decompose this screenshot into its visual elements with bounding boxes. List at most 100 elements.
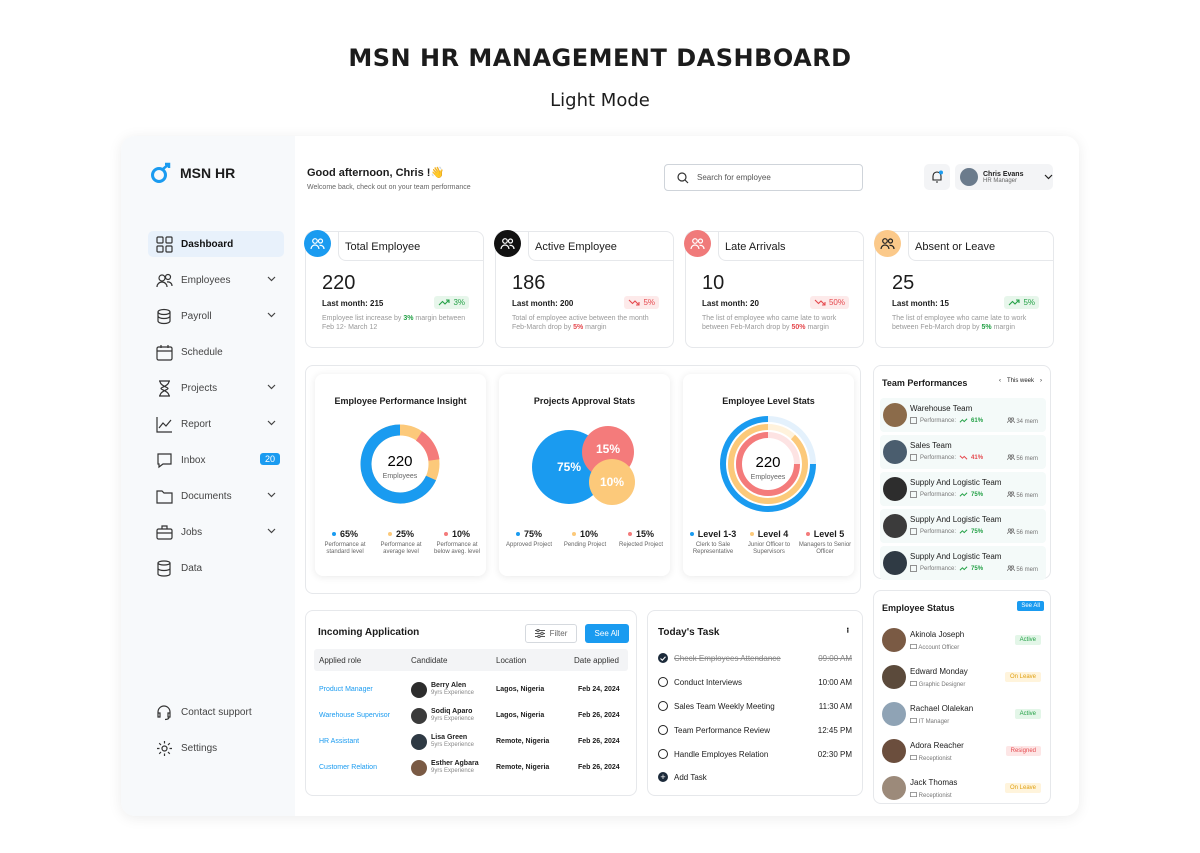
legend-item: 15% Rejected Project [618,529,664,548]
chevron-left-icon[interactable]: ‹ [998,378,1001,384]
candidate-experience: 9yrs Experience [431,768,475,774]
column-header[interactable]: Date applied [574,656,619,665]
candidate-name: Esther Agbara [431,760,479,767]
sidebar-item-schedule[interactable]: Schedule [148,339,284,365]
sidebar-item-report[interactable]: Report [148,411,284,437]
employee-role: Graphic Designer [910,680,965,688]
employee-row[interactable]: Adora Reacher Receptionist Resigned [880,734,1046,768]
sidebar-item-inbox[interactable]: Inbox 20 [148,447,284,473]
table-row[interactable]: Customer Relation Esther Agbara 9yrs Exper… [314,755,628,781]
chevron-right-icon[interactable]: › [1040,378,1042,384]
filter-button[interactable]: Filter [525,624,577,643]
stat-card-active-employee[interactable]: Active Employee 186 Last month: 200 5% Total… [494,230,674,348]
chart-icon [910,417,917,424]
employee-role: Receptionist [910,754,952,762]
sidebar-item-jobs[interactable]: Jobs [148,519,284,545]
table-row[interactable]: Product Manager Berry Alen 9yrs Experience… [314,677,628,703]
task-checkbox[interactable] [658,653,668,663]
legend-item: Level 4 Junior Officer to Supervisors [747,529,791,556]
team-row[interactable]: Supply And Logistic Team Performance: 75% … [880,472,1046,506]
sidebar-item-payroll[interactable]: Payroll [148,303,284,329]
team-row[interactable]: Supply And Logistic Team Performance: 75% … [880,546,1046,580]
legend-dot [805,532,810,536]
app-logo[interactable]: MSN HR [150,162,235,184]
chevron-down-icon[interactable] [267,490,276,501]
chart-icon [910,565,917,572]
stat-card-absent-or-leave[interactable]: Absent or Leave 25 Last month: 15 5% The lis… [874,230,1054,348]
chevron-down-icon[interactable] [267,418,276,429]
task-checkbox[interactable] [658,749,668,759]
status-badge: Resigned [1005,746,1041,756]
legend-item: Level 5 Managers to Senior Officer [798,529,852,556]
task-checkbox[interactable] [658,725,668,735]
sidebar-item-settings[interactable]: Settings [148,735,284,761]
applied-role-link[interactable]: Customer Relation [319,764,377,771]
team-performance-panel: Team Performances ‹ This week › Warehous… [873,365,1051,580]
grid-icon [155,235,173,253]
sidebar-item-projects[interactable]: Projects [148,375,284,401]
sidebar-item-contact-support[interactable]: Contact support [148,699,284,725]
chevron-down-icon[interactable] [267,310,276,321]
sidebar-item-label: Settings [181,742,218,754]
team-row[interactable]: Sales Team Performance: 41% 56 mem [880,435,1046,469]
sidebar-item-label: Contact support [181,706,252,718]
sidebar-item-employees[interactable]: Employees [148,267,284,293]
table-row[interactable]: Warehouse Supervisor Sodiq Aparo 9yrs Expe… [314,703,628,729]
employee-row[interactable]: Rachael Olalekan IT Manager Active [880,697,1046,731]
applied-role-link[interactable]: Warehouse Supervisor [319,712,390,719]
employee-status-see-all-button[interactable]: See All [1017,601,1044,611]
employee-name: Rachael Olalekan [910,704,974,713]
stat-card-late-arrivals[interactable]: Late Arrivals 10 Last month: 20 50% The list… [684,230,864,348]
trend-down-icon [959,455,968,460]
chevron-down-icon[interactable] [267,274,276,285]
period-selector[interactable]: ‹ This week › [999,378,1042,384]
employee-row[interactable]: Akinola Joseph Account Officer Active [880,623,1046,657]
folder-icon [155,487,173,505]
team-row[interactable]: Warehouse Team Performance: 61% 34 mem [880,398,1046,432]
add-task-button[interactable]: + Add Task [658,768,852,786]
more-options-icon[interactable]: ... [844,627,855,633]
applications-see-all-button[interactable]: See All [585,624,629,643]
projects-bubble-chart: 75% 15% 10% [532,426,635,505]
employee-row[interactable]: Edward Monday Graphic Designer On Leave [880,660,1046,694]
filter-icon [534,629,545,638]
search-input[interactable]: Search for employee [664,164,863,191]
employee-name: Adora Reacher [910,741,964,750]
sidebar-item-documents[interactable]: Documents [148,483,284,509]
employee-avatar [882,665,906,689]
table-row[interactable]: HR Assistant Lisa Green 5yrs Experience Rem… [314,729,628,755]
sidebar-item-data[interactable]: Data [148,555,284,581]
sidebar-bottom-nav: Contact support Settings [148,699,284,771]
employee-avatar [882,776,906,800]
stat-value: 10 [702,272,725,294]
task-checkbox[interactable] [658,677,668,687]
team-row[interactable]: Supply And Logistic Team Performance: 75% … [880,509,1046,543]
applied-role-link[interactable]: HR Assistant [319,738,360,745]
stat-title: Late Arrivals [725,241,786,253]
sidebar-item-dashboard[interactable]: Dashboard [148,231,284,257]
legend-dot [689,532,694,536]
applied-role-link[interactable]: Product Manager [319,686,373,693]
task-item[interactable]: Sales Team Weekly Meeting 11:30 AM [658,697,852,715]
task-item[interactable]: Team Performance Review 12:45 PM [658,721,852,739]
stat-title: Absent or Leave [915,241,996,253]
employee-row[interactable]: Jack Thomas Receptionist On Leave [880,771,1046,805]
column-header[interactable]: Applied role [319,656,362,665]
candidate-experience: 9yrs Experience [431,690,475,696]
filter-label: Filter [549,629,568,638]
chevron-down-icon[interactable] [267,526,276,537]
task-checkbox[interactable] [658,701,668,711]
user-menu[interactable]: Chris Evans HR Manager [955,164,1053,190]
sidebar-item-label: Schedule [181,346,223,358]
column-header[interactable]: Candidate [411,656,448,665]
task-item[interactable]: Check Employees Attendance 09:00 AM [658,649,852,667]
stat-card-total-employee[interactable]: Total Employee 220 Last month: 215 3% Employ… [304,230,484,348]
task-item[interactable]: Conduct Interviews 10:00 AM [658,673,852,691]
team-members: 56 mem [1006,454,1038,462]
performance-donut-chart: 220 Employees [360,424,440,504]
column-header[interactable]: Location [496,656,527,665]
chevron-down-icon[interactable] [267,382,276,393]
task-item[interactable]: Handle Employes Relation 02:30 PM [658,745,852,763]
notification-button[interactable] [924,164,950,190]
candidate-avatar [411,760,427,776]
